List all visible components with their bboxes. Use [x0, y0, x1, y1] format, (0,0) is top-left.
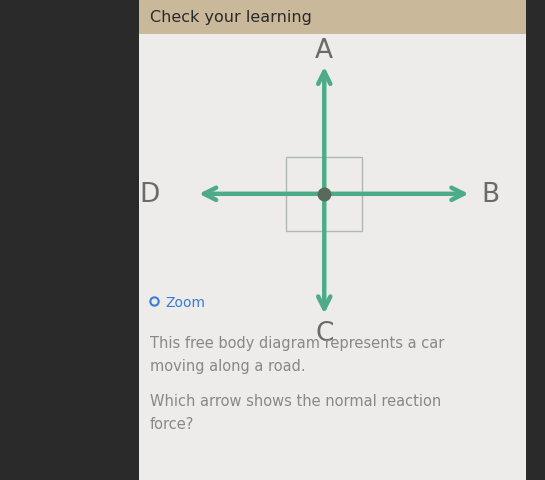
Text: Check your learning: Check your learning: [150, 10, 312, 25]
Text: B: B: [481, 181, 500, 207]
Text: C: C: [315, 321, 334, 347]
Text: This free body diagram represents a car: This free body diagram represents a car: [150, 336, 444, 351]
Text: moving along a road.: moving along a road.: [150, 358, 306, 373]
Text: force?: force?: [150, 416, 194, 431]
Bar: [139, 0, 526, 35]
Bar: [286, 157, 362, 232]
Text: Zoom: Zoom: [165, 295, 205, 310]
Bar: [139, 0, 526, 480]
Text: A: A: [315, 37, 334, 63]
Text: D: D: [140, 181, 160, 207]
Text: Which arrow shows the normal reaction: Which arrow shows the normal reaction: [150, 393, 441, 408]
